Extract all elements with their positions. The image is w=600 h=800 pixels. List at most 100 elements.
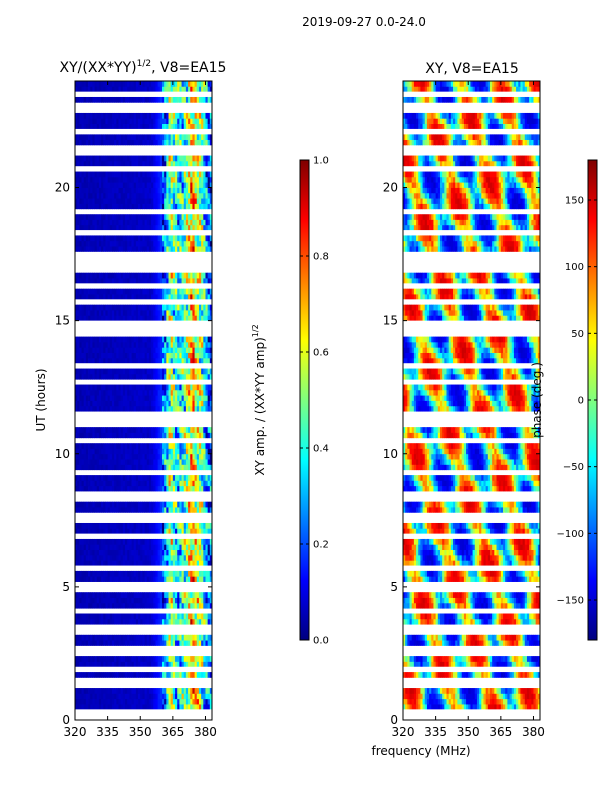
heatmap-cell (125, 246, 128, 252)
heatmap-cell (103, 198, 106, 204)
heatmap-cell (125, 698, 128, 705)
heatmap-cell (201, 187, 204, 194)
heatmap-cell (159, 618, 163, 625)
heatmap-cell (155, 368, 159, 375)
heatmap-cell (101, 485, 104, 492)
heatmap-cell (179, 192, 182, 199)
heatmap-cell (170, 485, 174, 492)
heatmap-cell (175, 592, 178, 598)
heatmap-cell (118, 187, 122, 194)
heatmap-cell (81, 485, 85, 492)
heatmap-cell (114, 698, 117, 705)
heatmap-cell (129, 570, 132, 577)
heatmap-cell (85, 139, 89, 146)
heatmap-cell (194, 235, 198, 242)
heatmap-cell (207, 224, 211, 231)
heatmap-cell (155, 288, 159, 295)
heatmap-cell (142, 240, 145, 247)
heatmap-cell (75, 341, 78, 348)
heatmap-cell (94, 395, 98, 401)
heatmap-cell (122, 549, 126, 556)
heatmap-cell (131, 304, 135, 311)
colorbar-tick-label: 0.2 (313, 540, 329, 551)
heatmap-cell (118, 176, 122, 183)
heatmap-cell (161, 192, 165, 199)
heatmap-cell (209, 246, 213, 252)
heatmap-cell (135, 448, 139, 455)
heatmap-cell (172, 389, 176, 396)
heatmap-cell (75, 640, 78, 646)
heatmap-cell (170, 432, 174, 439)
heatmap-cell (140, 347, 143, 353)
heatmap-cell (161, 453, 165, 460)
heatmap-cell (168, 219, 172, 226)
heatmap-cell (105, 187, 109, 194)
heatmap-cell (114, 538, 117, 545)
heatmap-cell (85, 176, 89, 183)
heatmap-cell (96, 395, 100, 401)
heatmap-cell (122, 134, 126, 140)
heatmap-cell (103, 224, 106, 231)
heatmap-cell (177, 538, 180, 545)
heatmap-cell (190, 214, 193, 220)
heatmap-cell (127, 192, 130, 199)
heatmap-cell (205, 560, 209, 566)
heatmap-cell (122, 123, 126, 130)
heatmap-cell (144, 704, 148, 710)
heatmap-cell (196, 240, 200, 247)
heatmap-cell (183, 395, 187, 401)
heatmap-cell (94, 384, 98, 391)
heatmap-cell (194, 459, 198, 465)
heatmap-cell (146, 304, 150, 311)
heatmap-cell (88, 341, 91, 348)
heatmap-cell (157, 278, 161, 284)
heatmap-cell (144, 240, 148, 247)
heatmap-cell (166, 81, 169, 87)
heatmap-cell (420, 704, 423, 710)
heatmap-cell (98, 240, 102, 247)
heatmap-cell (153, 336, 156, 343)
heatmap-cell (192, 134, 195, 140)
heatmap-cell (168, 688, 172, 694)
heatmap-cell (144, 192, 148, 199)
heatmap-cell (98, 475, 102, 481)
heatmap-cell (79, 480, 82, 487)
heatmap-cell (125, 272, 128, 279)
heatmap-cell (201, 86, 204, 93)
heatmap-cell (75, 182, 78, 188)
heatmap-cell (153, 453, 156, 460)
heatmap-cell (513, 704, 517, 710)
heatmap-cell (172, 155, 176, 162)
heatmap-cell (142, 672, 145, 678)
heatmap-cell (140, 501, 143, 508)
heatmap-cell (135, 640, 139, 646)
heatmap-cell (164, 549, 167, 556)
heatmap-cell (205, 405, 209, 412)
heatmap-cell (157, 139, 161, 146)
heatmap-cell (109, 672, 113, 678)
heatmap-cell (135, 405, 139, 412)
heatmap-cell (96, 203, 100, 210)
heatmap-cell (192, 219, 195, 226)
heatmap-cell (153, 570, 156, 577)
heatmap-cell (88, 304, 91, 311)
x-tick-label: 365 (161, 725, 184, 739)
heatmap-cell (111, 352, 115, 359)
heatmap-cell (175, 347, 178, 353)
heatmap-cell (166, 693, 169, 700)
heatmap-cell (133, 602, 137, 609)
heatmap-cell (185, 704, 189, 710)
heatmap-cell (177, 235, 180, 242)
heatmap-cell (207, 432, 211, 439)
heatmap-cell (198, 219, 202, 226)
heatmap-cell (111, 176, 115, 183)
heatmap-cell (88, 522, 91, 529)
heatmap-cell (148, 86, 152, 93)
heatmap-cell (122, 507, 126, 513)
heatmap-cell (120, 160, 124, 167)
heatmap-cell (144, 203, 148, 210)
heatmap-cell (131, 198, 135, 204)
heatmap-cell (83, 373, 87, 380)
heatmap-cell (151, 459, 154, 465)
heatmap-cell (181, 368, 185, 375)
